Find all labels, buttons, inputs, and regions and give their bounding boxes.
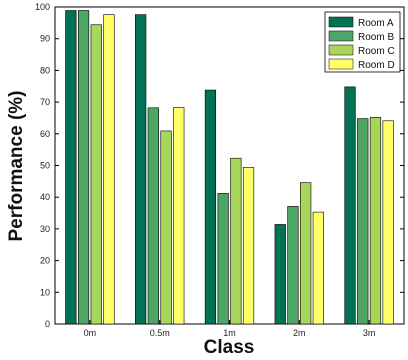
bar	[173, 107, 185, 325]
bar	[344, 86, 356, 325]
legend-swatch	[328, 44, 354, 56]
bar	[77, 10, 90, 325]
y-axis-title: Performance (%)	[6, 91, 27, 242]
legend-label: Room D	[358, 60, 395, 71]
bar	[204, 89, 217, 325]
bar	[274, 224, 286, 325]
bar	[300, 182, 312, 325]
y-tick-label: 40	[40, 192, 50, 202]
y-tick-label: 60	[40, 129, 50, 139]
legend-label: Room A	[358, 18, 394, 29]
y-tick-label: 0	[45, 319, 50, 329]
y-tick-label: 100	[35, 2, 50, 12]
legend-swatch	[328, 58, 354, 70]
legend-label: Room C	[358, 46, 395, 57]
bar	[312, 211, 324, 325]
bar	[103, 14, 115, 325]
y-tick-label: 80	[40, 65, 50, 75]
x-axis: 0m 0.5m 1m 2m 3m	[84, 320, 376, 338]
bar	[90, 24, 102, 325]
bar	[287, 206, 299, 325]
bars-group	[65, 10, 394, 325]
x-tick-label: 0m	[84, 328, 97, 338]
y-tick-label: 70	[40, 97, 50, 107]
y-tick-label: 20	[40, 256, 50, 266]
y-tick-label: 50	[40, 161, 50, 171]
bar	[135, 14, 147, 325]
legend-swatch	[328, 30, 354, 42]
bar	[147, 107, 159, 325]
legend: Room A Room B Room C Room D	[324, 11, 401, 73]
x-tick-label: 0.5m	[150, 328, 170, 338]
x-tick-label: 3m	[363, 328, 376, 338]
y-tick-label: 90	[40, 34, 50, 44]
bar	[357, 118, 369, 325]
legend-swatch	[328, 16, 354, 28]
bar	[230, 157, 242, 325]
y-tick-label: 10	[40, 287, 50, 297]
legend-label: Room B	[358, 32, 394, 43]
x-axis-title: Class	[204, 337, 255, 358]
x-tick-label: 1m	[223, 328, 236, 338]
y-axis: 0 10 20 30 40 50 60 70 80 90 100	[35, 2, 404, 329]
bar	[217, 193, 229, 325]
bar	[369, 117, 382, 325]
bar	[65, 10, 77, 325]
bar	[382, 120, 394, 325]
y-tick-label: 30	[40, 224, 50, 234]
bar	[160, 130, 172, 325]
bar	[242, 167, 255, 325]
x-tick-label: 2m	[293, 328, 306, 338]
